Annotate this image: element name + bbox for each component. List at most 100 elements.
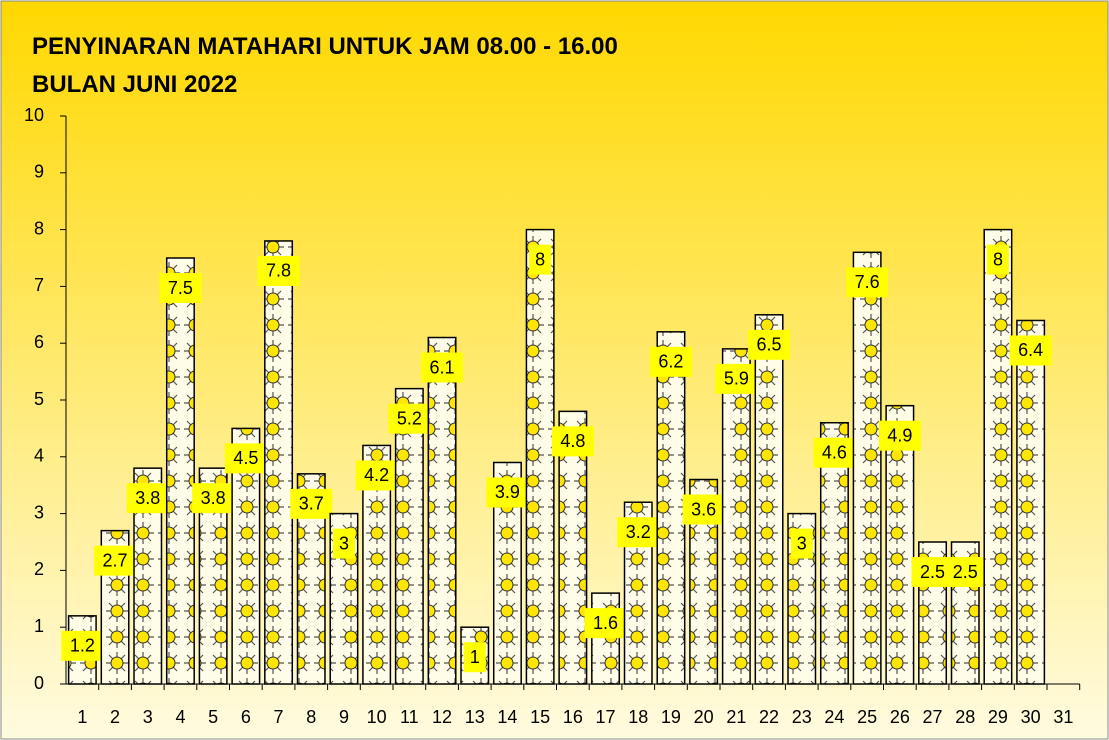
- data-label: 6.5: [757, 335, 782, 355]
- data-label-box: [94, 545, 137, 576]
- bar: [1016, 319, 1046, 685]
- x-tick-label: 26: [890, 707, 910, 727]
- x-tick-label: 13: [465, 707, 485, 727]
- data-label: 6.2: [658, 352, 683, 372]
- data-label: 3.9: [495, 482, 520, 502]
- bar: [852, 251, 882, 685]
- x-tick-label: 15: [530, 707, 550, 727]
- data-label: 2.5: [920, 562, 945, 582]
- x-tick-label: 4: [175, 707, 185, 727]
- x-tick-label: 24: [824, 707, 844, 727]
- data-label: 8: [993, 249, 1003, 269]
- data-label: 4.5: [233, 448, 258, 468]
- data-label-box: [846, 267, 889, 298]
- bar: [885, 404, 915, 685]
- data-label: 3.7: [299, 494, 324, 514]
- y-tick-label: 8: [34, 218, 44, 238]
- data-label: 3.2: [626, 522, 651, 542]
- x-tick-label: 17: [596, 707, 616, 727]
- data-label-box: [463, 642, 486, 673]
- data-label-box: [159, 273, 202, 303]
- bar: [558, 410, 588, 685]
- x-tick-label: 22: [759, 707, 779, 727]
- x-tick-label: 6: [241, 707, 251, 727]
- y-tick-label: 1: [34, 616, 44, 636]
- data-label: 6.4: [1018, 340, 1043, 360]
- x-tick-label: 3: [143, 707, 153, 727]
- data-label-box: [257, 255, 300, 286]
- data-label-box: [584, 608, 627, 639]
- data-label: 1: [470, 647, 480, 667]
- data-label-box: [551, 426, 594, 457]
- data-label: 2.5: [953, 562, 978, 582]
- data-label-box: [421, 352, 464, 383]
- x-tick-label: 19: [661, 707, 681, 727]
- chart-title: BULAN JUNI 2022: [32, 71, 237, 98]
- data-label-box: [986, 244, 1009, 275]
- y-tick-label: 3: [34, 502, 44, 522]
- data-label: 2.7: [103, 550, 128, 570]
- x-tick-label: 25: [857, 707, 877, 727]
- data-label-box: [290, 488, 333, 519]
- data-label: 6.1: [430, 357, 455, 377]
- y-tick-label: 0: [34, 673, 44, 693]
- data-label: 3.6: [691, 499, 716, 519]
- data-label-box: [355, 460, 398, 491]
- y-tick-label: 6: [34, 332, 44, 352]
- x-tick-label: 23: [792, 707, 812, 727]
- x-tick-label: 28: [955, 707, 975, 727]
- y-tick-label: 2: [34, 559, 44, 579]
- data-label-box: [192, 483, 235, 514]
- data-label: 3.8: [135, 488, 160, 508]
- bar: [754, 314, 784, 685]
- x-tick-label: 30: [1021, 707, 1041, 727]
- data-label: 1.2: [70, 636, 95, 656]
- data-label: 3: [797, 533, 807, 553]
- data-label-box: [61, 630, 104, 661]
- data-label: 4.6: [822, 442, 847, 462]
- x-tick-label: 18: [628, 707, 648, 727]
- data-label: 8: [535, 249, 545, 269]
- x-tick-label: 20: [694, 707, 714, 727]
- x-tick-label: 2: [110, 707, 120, 727]
- x-tick-label: 7: [274, 707, 284, 727]
- data-label: 4.2: [364, 465, 389, 485]
- data-label: 3: [339, 533, 349, 553]
- bar: [983, 228, 1013, 685]
- x-tick-label: 29: [988, 707, 1008, 727]
- data-label-box: [1009, 335, 1052, 366]
- data-label-box: [944, 557, 987, 587]
- data-label-box: [649, 346, 692, 377]
- data-label: 7.8: [266, 261, 291, 281]
- data-label-box: [486, 477, 529, 508]
- data-label: 4.9: [887, 425, 912, 445]
- x-tick-label: 12: [432, 707, 452, 727]
- x-tick-label: 11: [400, 707, 419, 727]
- data-label-box: [682, 494, 725, 525]
- data-label: 7.6: [855, 272, 880, 292]
- x-tick-label: 10: [367, 707, 387, 727]
- data-label: 3.8: [201, 488, 226, 508]
- data-label-box: [878, 420, 921, 451]
- x-tick-label: 27: [923, 707, 943, 727]
- data-label: 7.5: [168, 278, 193, 298]
- data-label-box: [617, 517, 660, 548]
- x-tick-label: 5: [208, 707, 218, 727]
- data-label-box: [224, 443, 267, 474]
- data-label-box: [790, 528, 813, 559]
- bar: [721, 348, 751, 685]
- data-label-box: [813, 437, 856, 468]
- x-tick-label: 1: [77, 707, 87, 727]
- y-tick-label: 10: [24, 105, 44, 125]
- bar: [656, 331, 686, 685]
- x-tick-label: 8: [306, 707, 316, 727]
- y-tick-label: 7: [34, 275, 44, 295]
- data-label-box: [715, 363, 758, 394]
- bar: [525, 228, 555, 685]
- x-tick-label: 31: [1053, 707, 1073, 727]
- x-tick-label: 21: [726, 707, 746, 727]
- data-label-box: [332, 528, 355, 559]
- data-label: 5.2: [397, 408, 422, 428]
- data-label-box: [748, 329, 791, 360]
- x-tick-label: 14: [497, 707, 517, 727]
